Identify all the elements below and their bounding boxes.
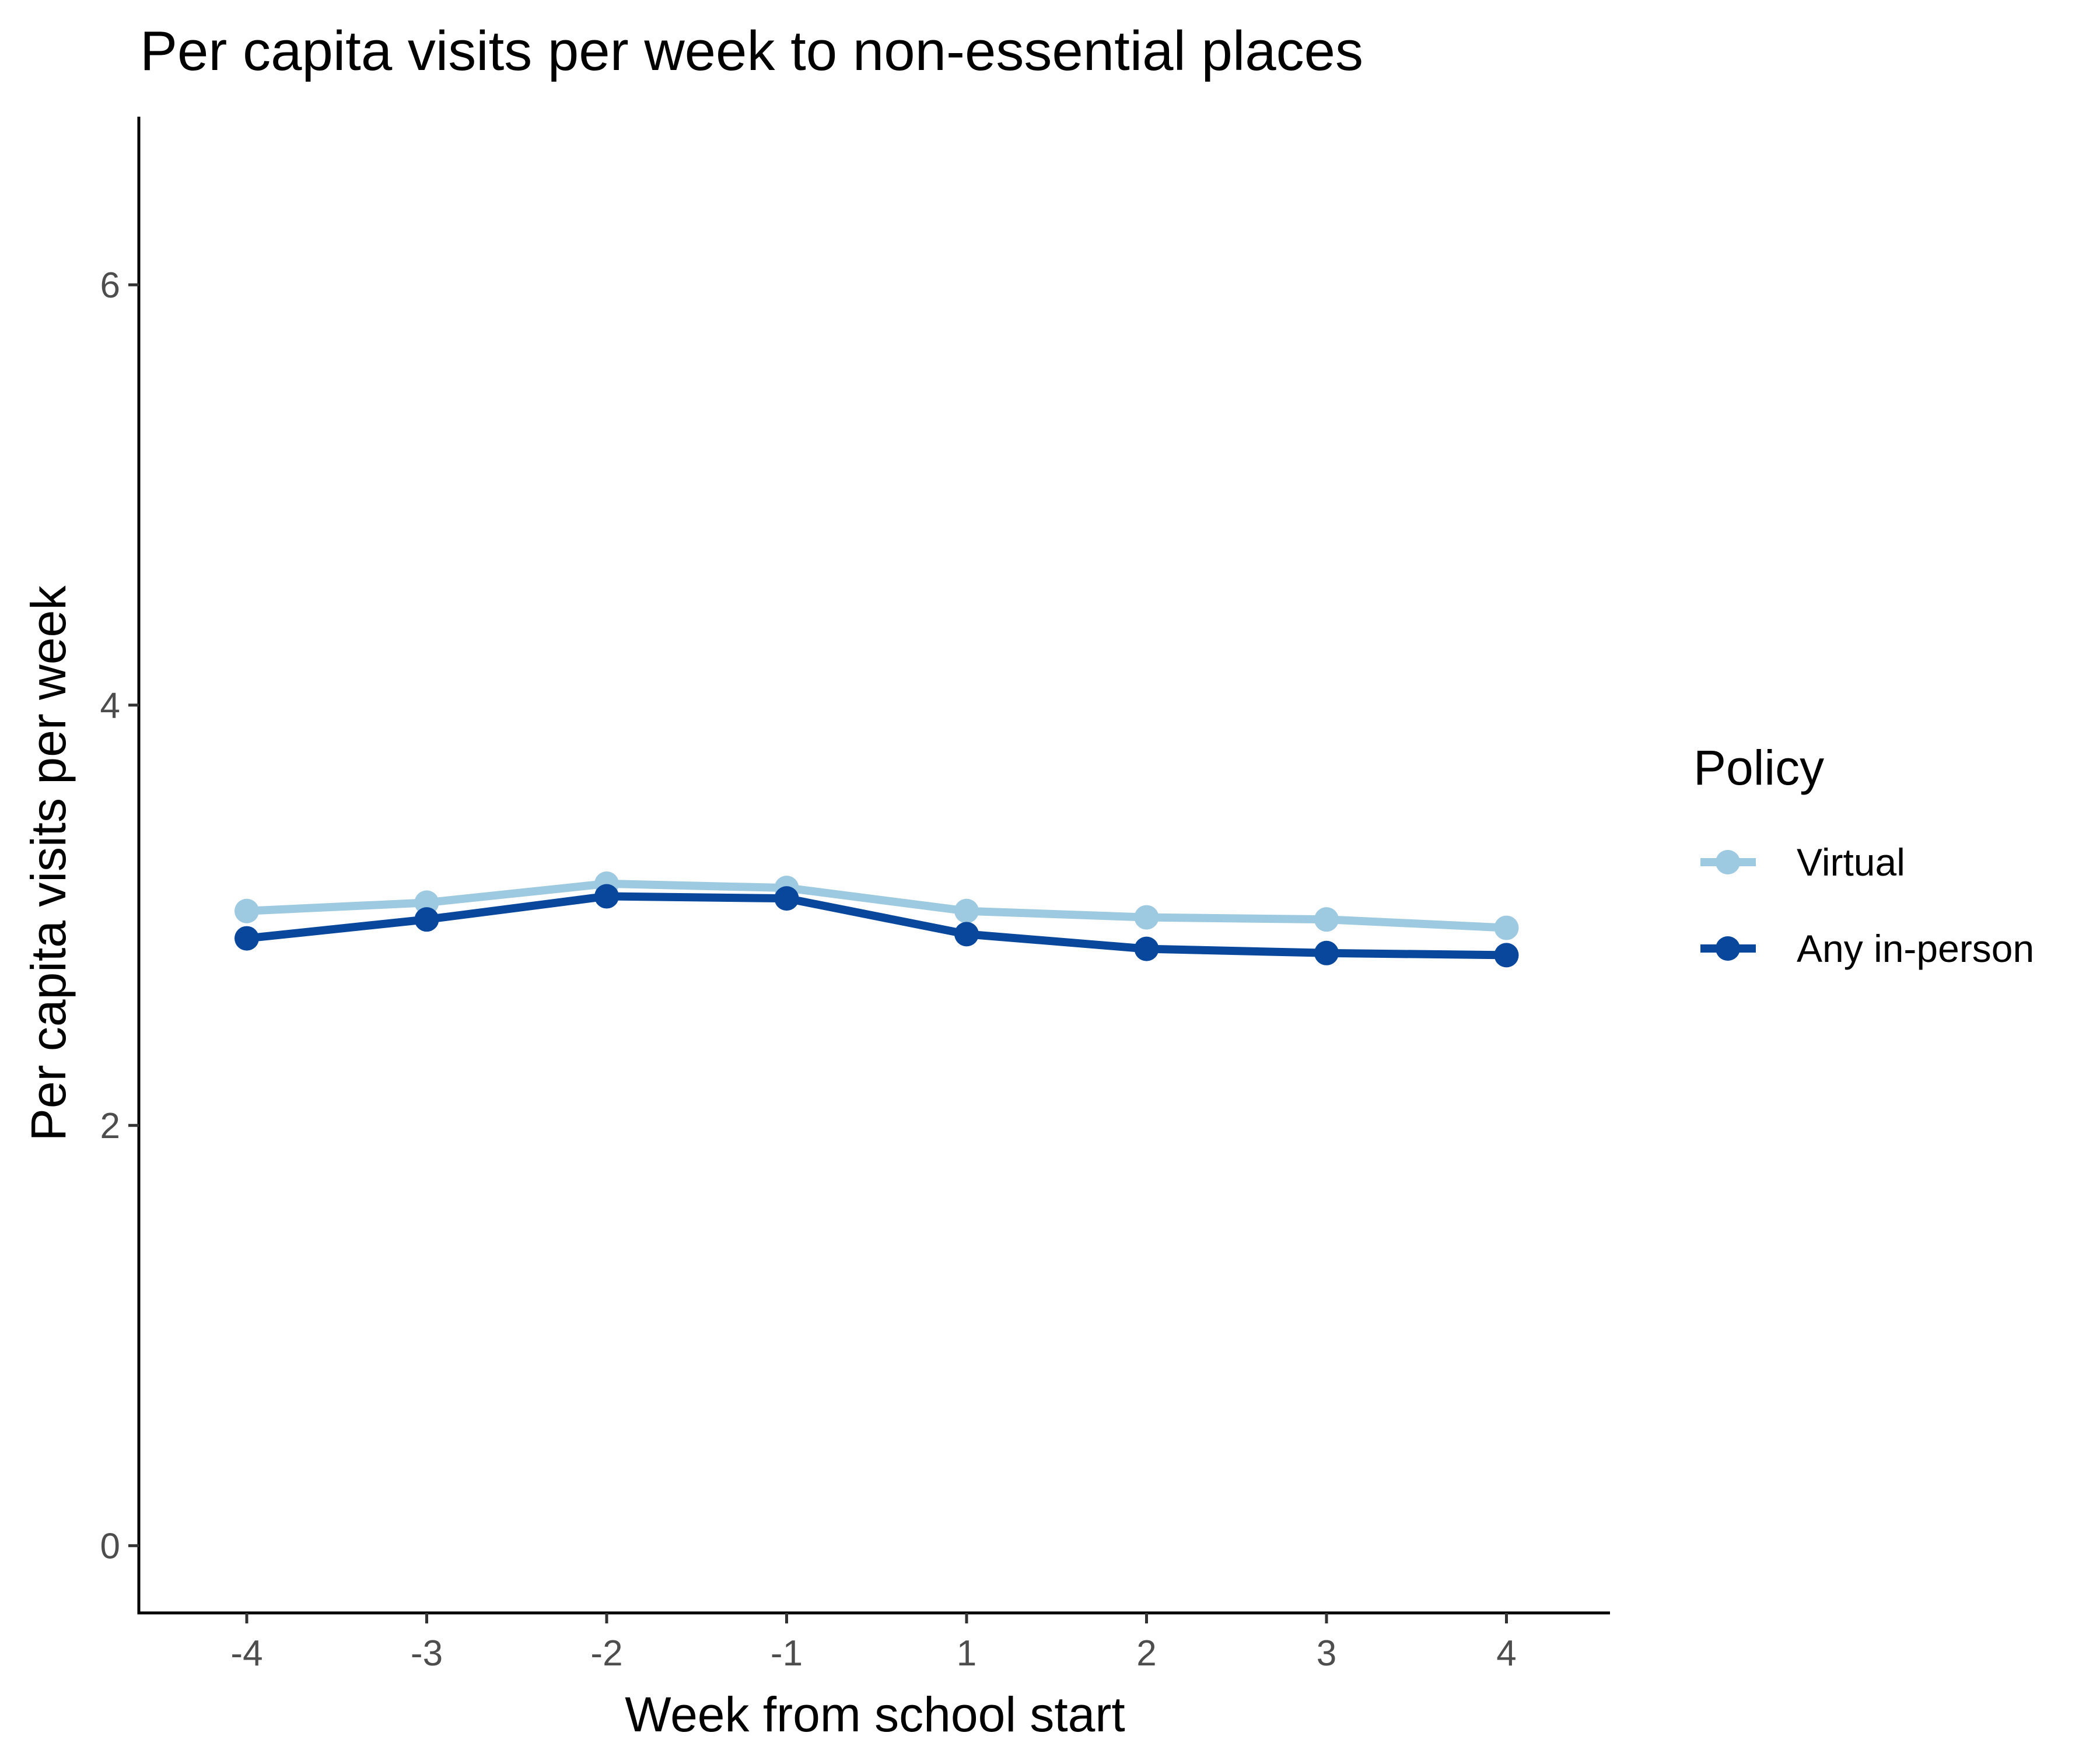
y-axis-title: Per capita visits per week [21,585,76,1141]
data-point [414,890,439,915]
x-tick-label: -4 [230,1633,262,1674]
legend: Policy Virtual Any in-person [1693,740,2034,970]
y-tick-label: 0 [100,1527,120,1567]
data-point [414,907,439,932]
legend-title: Policy [1693,740,1824,795]
plot-area: 0 2 4 6 -4 -3 -2 -1 1 2 3 4 [100,117,1610,1674]
y-tick-label: 6 [100,265,120,306]
x-tick-label: 4 [1496,1633,1516,1674]
data-point [774,886,799,911]
legend-key-point [1716,936,1740,961]
series-line [243,892,1511,960]
data-point [954,922,979,947]
chart-title: Per capita visits per week to non-essent… [140,20,1363,82]
x-axis-ticks: -4 -3 -2 -1 1 2 3 4 [230,1613,1517,1674]
legend-item: Any in-person [1700,927,2034,970]
y-tick-label: 4 [100,686,120,726]
legend-label: Any in-person [1797,927,2034,970]
data-point [1314,907,1339,932]
x-axis-title: Week from school start [625,1687,1125,1742]
data-point [1494,943,1519,968]
data-point [1314,940,1339,965]
data-point [1134,936,1159,961]
series-1 [235,884,1519,968]
legend-key-point [1716,850,1740,874]
data-point [954,898,979,923]
x-tick-label: -1 [771,1633,803,1674]
series-layer [235,871,1519,968]
legend-items: Virtual Any in-person [1700,841,2034,970]
data-point [1134,905,1159,930]
y-axis-ticks: 0 2 4 6 [100,265,139,1567]
x-tick-label: 1 [957,1633,977,1674]
data-point [1494,915,1519,940]
y-tick-label: 2 [100,1106,120,1146]
series-line [243,879,1511,932]
x-tick-label: 2 [1136,1633,1156,1674]
data-point [235,926,259,951]
data-point [594,884,619,909]
x-tick-label: -2 [590,1633,622,1674]
x-tick-label: 3 [1317,1633,1336,1674]
legend-label: Virtual [1797,841,1905,884]
series-0 [235,871,1519,940]
x-tick-label: -3 [411,1633,443,1674]
data-point [235,898,259,923]
legend-item: Virtual [1700,841,1905,884]
